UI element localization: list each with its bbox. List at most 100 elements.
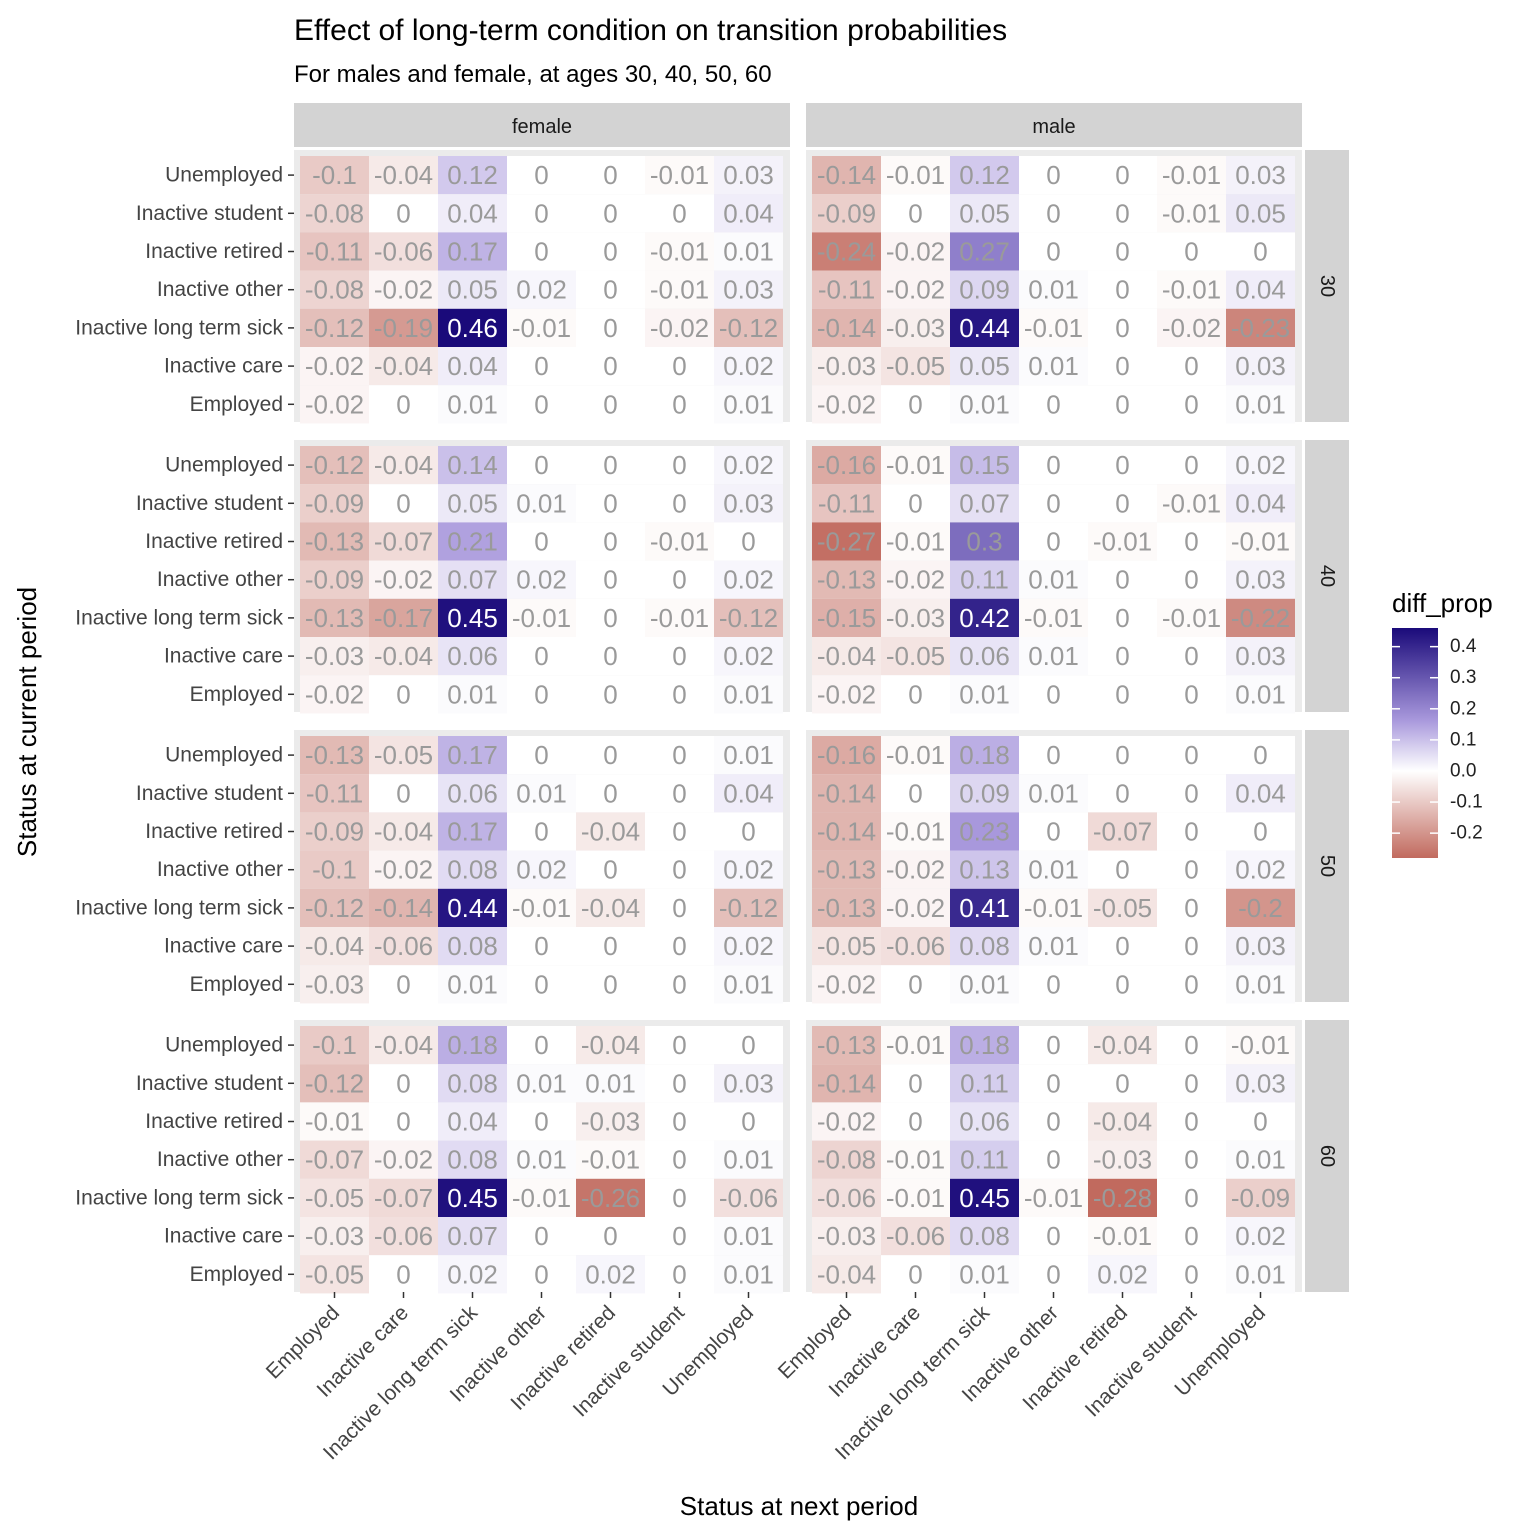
cell-value-label: 0 [1115, 778, 1129, 808]
heatmap-cell [714, 1026, 783, 1065]
cell-value-label: 0 [672, 1145, 686, 1175]
heatmap-cell [950, 560, 1019, 599]
cell-value-label: -0.14 [374, 893, 433, 923]
cell-value-label: -0.1 [312, 160, 357, 190]
cell-value-label: 0 [1184, 931, 1198, 961]
cell-value-label: 0 [1115, 275, 1129, 305]
heatmap-cell [881, 522, 950, 561]
y-tick-label: Inactive other [157, 568, 283, 591]
cell-value-label: 0 [534, 389, 548, 419]
heatmap-cell [1157, 560, 1226, 599]
heatmap-cell [507, 965, 576, 1004]
heatmap-cell [1019, 232, 1088, 271]
cell-value-label: -0.01 [1024, 603, 1083, 633]
y-tick-label: Inactive care [164, 355, 283, 378]
cell-value-label: -0.04 [374, 450, 433, 480]
heatmap-cell [438, 1217, 507, 1256]
cell-value-label: -0.01 [512, 603, 571, 633]
cell-value-label: 0.08 [447, 855, 498, 885]
cell-value-label: 0.02 [723, 641, 774, 671]
heatmap-cell [507, 308, 576, 347]
heatmap-cell [507, 1217, 576, 1256]
cell-value-label: 0.01 [516, 488, 567, 518]
cell-value-label: -0.24 [817, 237, 876, 267]
cell-value-label: 0.02 [723, 450, 774, 480]
heatmap-cell [300, 736, 369, 775]
cell-value-label: 0 [1184, 817, 1198, 847]
heatmap-cell [300, 270, 369, 309]
heatmap-cell [300, 522, 369, 561]
heatmap-cell [507, 385, 576, 424]
heatmap-cell [1157, 446, 1226, 485]
heatmap-cell [645, 1026, 714, 1065]
heatmap-cell [576, 560, 645, 599]
heatmap-cell [950, 1255, 1019, 1294]
heatmap-cell [950, 1102, 1019, 1141]
heatmap-cell [881, 1178, 950, 1217]
heatmap-cell [507, 522, 576, 561]
heatmap-cell [576, 232, 645, 271]
heatmap-cell [1019, 347, 1088, 386]
heatmap-cell [576, 850, 645, 889]
heatmap-cell [645, 194, 714, 233]
heatmap-cell [714, 308, 783, 347]
heatmap-cell [1226, 812, 1295, 851]
heatmap-cell [714, 522, 783, 561]
cell-value-label: 0 [1046, 969, 1060, 999]
cell-value-label: 0 [1115, 160, 1129, 190]
legend-tick-label: 0.3 [1450, 667, 1476, 688]
legend-tick-label: 0.4 [1450, 636, 1477, 657]
heatmap-cell [369, 347, 438, 386]
cell-value-label: -0.02 [817, 969, 876, 999]
heatmap-cell [1088, 927, 1157, 966]
cell-value-label: 0 [1046, 237, 1060, 267]
cell-value-label: 0 [1184, 527, 1198, 557]
heatmap-cell [881, 560, 950, 599]
legend-tick-label: -0.2 [1450, 823, 1483, 844]
heatmap-cell [507, 675, 576, 714]
cell-value-label: -0.26 [581, 1183, 640, 1213]
cell-value-label: 0 [1115, 450, 1129, 480]
heatmap-cell [645, 308, 714, 347]
heatmap-cell [300, 1102, 369, 1141]
heatmap-cell [714, 637, 783, 676]
cell-value-label: 0.01 [1235, 389, 1286, 419]
cell-value-label: -0.07 [374, 527, 433, 557]
heatmap-cell [1088, 774, 1157, 813]
cell-value-label: 0 [1115, 740, 1129, 770]
cell-value-label: 0 [672, 740, 686, 770]
heatmap-cell [950, 1026, 1019, 1065]
cell-value-label: -0.02 [1162, 313, 1221, 343]
cell-value-label: 0 [1046, 488, 1060, 518]
heatmap-cell [369, 1026, 438, 1065]
cell-value-label: 0 [1115, 488, 1129, 518]
panel-male-40: -0.16 -0.01 0.15 0 0 0 0.02 -0.11 0 0.07 0 0 -0.01 0.… [806, 440, 1302, 714]
heatmap-cell [645, 965, 714, 1004]
cell-value-label: 0.04 [447, 1107, 498, 1137]
heatmap-cell [576, 308, 645, 347]
cell-value-label: 0 [672, 351, 686, 381]
cell-value-label: 0 [396, 1107, 410, 1137]
cell-value-label: -0.12 [305, 450, 364, 480]
cell-value-label: 0 [1046, 1030, 1060, 1060]
cell-value-label: -0.05 [817, 931, 876, 961]
cell-value-label: 0.02 [1235, 1221, 1286, 1251]
cell-value-label: 0.01 [723, 1259, 774, 1289]
heatmap-cell [881, 675, 950, 714]
cell-value-label: -0.02 [374, 565, 433, 595]
cell-value-label: 0.02 [1097, 1259, 1148, 1289]
heatmap-cell [1088, 850, 1157, 889]
heatmap-cell [714, 484, 783, 523]
cell-value-label: 0 [1115, 313, 1129, 343]
cell-value-label: 0 [1046, 740, 1060, 770]
cell-value-label: 0 [1046, 450, 1060, 480]
heatmap-cell [1226, 446, 1295, 485]
heatmap-cell [645, 232, 714, 271]
heatmap-cell [645, 675, 714, 714]
cell-value-label: 0 [396, 488, 410, 518]
cell-value-label: 0.01 [723, 1221, 774, 1251]
cell-value-label: -0.02 [305, 389, 364, 419]
heatmap-cell [507, 156, 576, 195]
heatmap-cell [1019, 560, 1088, 599]
cell-value-label: -0.04 [581, 817, 640, 847]
